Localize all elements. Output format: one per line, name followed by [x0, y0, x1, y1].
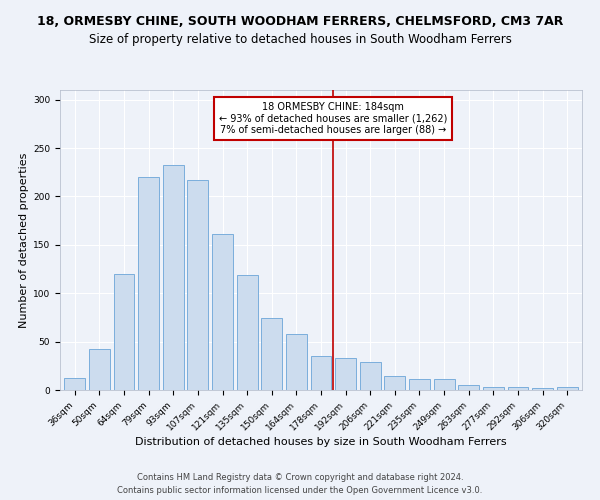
Bar — [89, 350, 110, 390]
Bar — [409, 380, 430, 390]
Bar — [557, 387, 578, 390]
Text: 18, ORMESBY CHINE, SOUTH WOODHAM FERRERS, CHELMSFORD, CM3 7AR: 18, ORMESBY CHINE, SOUTH WOODHAM FERRERS… — [37, 15, 563, 28]
Bar — [385, 376, 406, 390]
Bar — [187, 180, 208, 390]
Bar — [335, 358, 356, 390]
Bar — [163, 164, 184, 390]
Bar — [261, 318, 282, 390]
Bar — [236, 275, 257, 390]
Bar — [138, 177, 159, 390]
Bar — [532, 388, 553, 390]
Bar — [434, 380, 455, 390]
Bar — [360, 362, 381, 390]
Bar — [508, 387, 529, 390]
Bar — [286, 334, 307, 390]
Bar — [483, 387, 504, 390]
Y-axis label: Number of detached properties: Number of detached properties — [19, 152, 29, 328]
Text: 18 ORMESBY CHINE: 184sqm
← 93% of detached houses are smaller (1,262)
7% of semi: 18 ORMESBY CHINE: 184sqm ← 93% of detach… — [219, 102, 448, 135]
Bar — [311, 356, 331, 390]
Bar — [458, 385, 479, 390]
Bar — [64, 378, 85, 390]
Text: Contains HM Land Registry data © Crown copyright and database right 2024.
Contai: Contains HM Land Registry data © Crown c… — [118, 474, 482, 495]
X-axis label: Distribution of detached houses by size in South Woodham Ferrers: Distribution of detached houses by size … — [135, 438, 507, 448]
Text: Size of property relative to detached houses in South Woodham Ferrers: Size of property relative to detached ho… — [89, 32, 511, 46]
Bar — [212, 234, 233, 390]
Bar — [113, 274, 134, 390]
